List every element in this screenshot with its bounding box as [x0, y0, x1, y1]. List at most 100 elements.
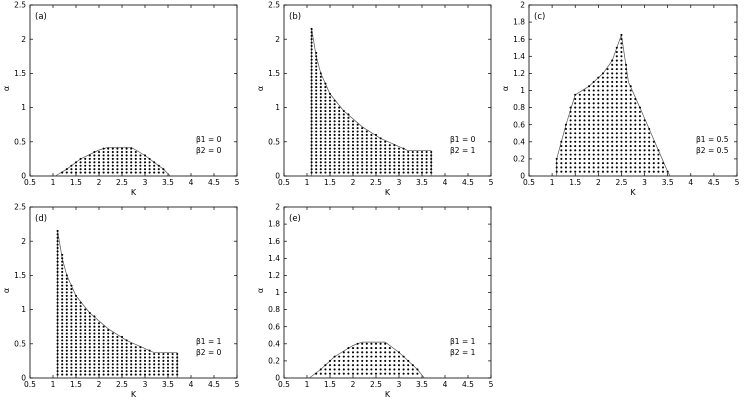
data-point [361, 359, 364, 362]
data-point [606, 102, 609, 105]
data-point [361, 154, 364, 157]
data-point [328, 171, 332, 174]
data-point [615, 68, 618, 71]
data-point [615, 149, 618, 152]
data-point [370, 347, 373, 350]
data-point [88, 157, 91, 160]
data-point [615, 157, 618, 160]
data-point [84, 322, 87, 325]
data-point [638, 162, 641, 165]
data-point [70, 298, 73, 301]
data-point [97, 353, 101, 356]
data-point [601, 170, 605, 173]
data-point [176, 359, 179, 362]
data-point [356, 133, 359, 137]
data-point [116, 147, 119, 150]
data-point [592, 166, 595, 169]
data-point [629, 149, 632, 152]
data-point [588, 153, 591, 156]
data-point [342, 164, 345, 167]
data-point [56, 264, 59, 267]
data-point [611, 76, 614, 79]
data-point [611, 80, 614, 83]
data-point [393, 364, 396, 367]
data-point [365, 351, 368, 354]
data-point [411, 154, 414, 157]
x-tick-label: 4.5 [462, 178, 474, 187]
data-point [397, 168, 401, 171]
data-point [370, 372, 373, 375]
data-point [611, 119, 614, 122]
data-point [388, 147, 391, 150]
x-tick-label: 4 [443, 380, 448, 389]
data-point [56, 339, 59, 342]
data-point [342, 372, 345, 375]
data-point [560, 145, 563, 148]
data-point [388, 161, 391, 164]
data-point [601, 132, 605, 135]
panel-e: 0.5 1 1.5 2 2.5 3 3.5 4 4.5 500.20.40.60.811.21.4… [256, 203, 494, 399]
data-point [102, 363, 105, 366]
data-point [347, 355, 350, 358]
data-point [342, 109, 345, 113]
data-point [634, 170, 637, 173]
data-point [116, 335, 119, 339]
data-point [130, 168, 133, 171]
x-tick-label: 0.5 [24, 380, 36, 389]
data-point [606, 115, 609, 118]
data-point [130, 366, 133, 369]
data-point [97, 168, 101, 171]
data-point [625, 85, 628, 88]
data-point [93, 318, 96, 321]
data-point [70, 366, 73, 369]
x-tick-label: 3 [143, 178, 148, 187]
x-tick-label: 1.5 [569, 178, 581, 187]
data-point [319, 86, 322, 89]
data-point [379, 147, 382, 150]
data-point [379, 347, 382, 350]
data-point [379, 342, 382, 345]
data-point [148, 353, 151, 356]
data-point [365, 157, 368, 160]
data-point [338, 144, 341, 147]
data-point [601, 119, 605, 122]
data-point [356, 164, 359, 167]
data-point [601, 102, 605, 105]
data-point [333, 99, 336, 102]
data-point [148, 359, 151, 362]
data-point [615, 145, 618, 148]
data-point [102, 373, 105, 376]
data-point [620, 72, 623, 75]
data-point [347, 140, 350, 143]
data-point [88, 363, 91, 366]
data-point [356, 372, 359, 375]
x-tick-label: 2 [97, 380, 102, 389]
data-point [615, 140, 618, 143]
data-point [61, 349, 64, 352]
data-point [61, 315, 64, 318]
x-axis-label: K [630, 188, 636, 197]
data-point [351, 364, 355, 367]
data-point [648, 145, 651, 148]
data-point [629, 102, 632, 105]
data-point [134, 161, 137, 164]
data-point [148, 366, 151, 369]
data-point [588, 115, 591, 118]
data-point [351, 351, 355, 354]
data-point [611, 106, 614, 109]
data-point [555, 166, 558, 169]
data-point [70, 318, 73, 321]
data-point [61, 308, 64, 311]
data-point [310, 86, 313, 89]
data-point [402, 151, 405, 154]
data-point [310, 79, 313, 82]
data-point [171, 370, 174, 373]
data-point [176, 373, 179, 376]
data-point [65, 349, 68, 352]
data-point [365, 133, 368, 137]
data-point [56, 288, 59, 291]
data-point [333, 364, 336, 367]
data-point [70, 349, 73, 352]
data-point [601, 85, 605, 88]
data-point [625, 140, 628, 143]
